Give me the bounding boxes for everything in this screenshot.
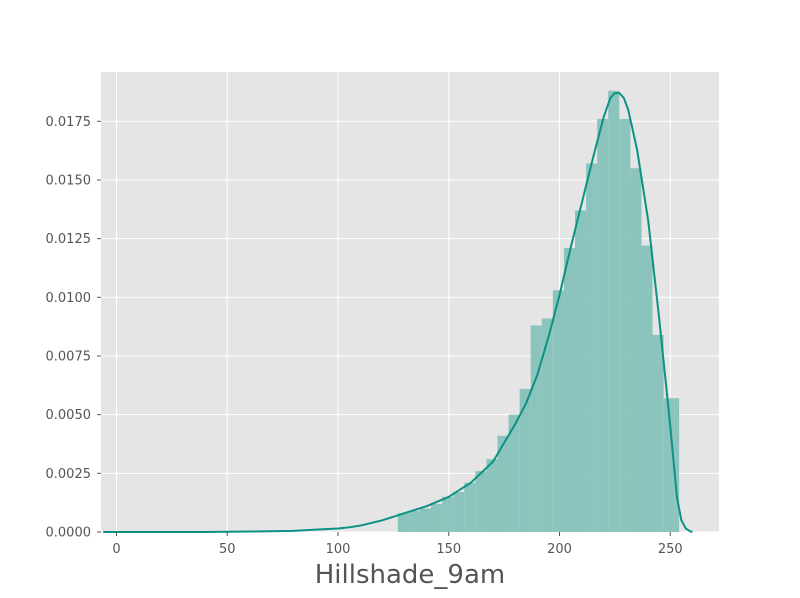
histogram-bar [608, 90, 620, 532]
histogram-bar [408, 510, 420, 532]
y-tick-label: 0.0025 [46, 467, 92, 482]
histogram-bar [497, 435, 509, 532]
histogram-bar [486, 459, 498, 532]
x-tick-label: 150 [436, 542, 461, 557]
histogram-bar [663, 398, 675, 532]
x-tick-label: 100 [326, 542, 351, 557]
histogram-bar [630, 168, 642, 532]
histogram-bar [597, 118, 609, 532]
y-tick-label: 0.0125 [46, 232, 92, 247]
axis-ticks: 0 50 100 150 200 250 0.0000 0.0025 0.0050 0.0075 0… [46, 115, 683, 557]
histogram-bar [530, 325, 542, 532]
x-tick-label: 200 [547, 542, 572, 557]
histogram-bar [475, 470, 487, 532]
histogram-bar [419, 508, 432, 532]
y-tick-label: 0.0050 [46, 408, 92, 423]
histogram-bar [541, 318, 553, 532]
histogram-bar [397, 513, 409, 532]
histogram-bar [453, 492, 465, 532]
y-tick-label: 0.0000 [46, 526, 92, 541]
histogram-bar [575, 210, 587, 532]
y-tick-label: 0.0150 [46, 173, 92, 188]
histogram-bars [397, 90, 680, 533]
histogram-bar [431, 503, 443, 532]
x-axis-title: Hillshade_9am [315, 560, 505, 590]
y-tick-label: 0.0100 [46, 291, 92, 306]
histogram-bar [674, 398, 680, 532]
histogram-bar [652, 334, 664, 532]
y-tick-label: 0.0175 [46, 115, 92, 130]
x-tick-label: 0 [112, 542, 120, 557]
x-tick-label: 50 [219, 542, 236, 557]
kde-line [103, 92, 693, 533]
histogram-bar [464, 482, 476, 532]
kde-curve [103, 92, 693, 533]
histogram-bar [519, 388, 531, 532]
histogram-bar [442, 496, 454, 532]
histogram-bar [563, 248, 576, 533]
histogram-bar [619, 118, 631, 532]
histogram-bar [641, 245, 653, 532]
x-tick-label: 250 [658, 542, 683, 557]
histogram-bar [508, 414, 520, 532]
histogram-bar [586, 163, 598, 532]
y-tick-label: 0.0075 [46, 349, 92, 364]
histogram-bar [552, 290, 564, 532]
